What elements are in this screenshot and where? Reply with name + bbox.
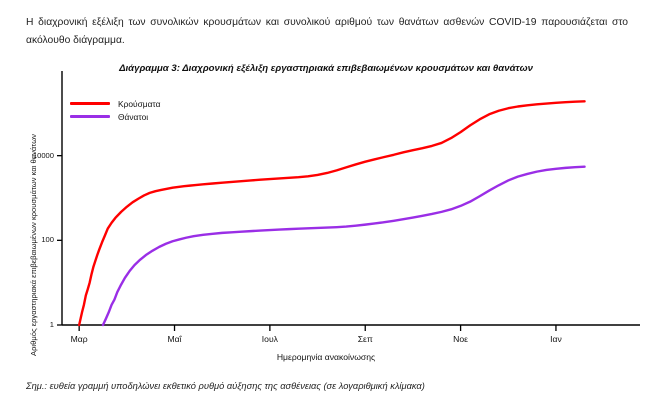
x-tick-label: Μαρ (70, 334, 88, 344)
legend-label: Θάνατοι (118, 111, 149, 122)
x-tick-label: Ιουλ (261, 334, 278, 344)
chart-title: Διάγραμμα 3: Διαχρονική εξέλιξη εργαστηρ… (119, 63, 533, 74)
series-line (77, 100, 586, 327)
legend-item[interactable]: Θάνατοι (70, 110, 160, 123)
legend-label: Κρούσματα (118, 98, 161, 109)
legend-item[interactable]: Κρούσματα (70, 97, 160, 110)
x-tick-label: Σεπ (357, 334, 373, 344)
y-tick-label: 10000 (32, 150, 54, 160)
x-tick-label: Μαΐ (167, 334, 182, 344)
plot-area: Αριθμός εργαστηριακά επιβεβαιωμένων κρου… (0, 55, 652, 375)
series-line (101, 165, 586, 327)
x-axis-title: Ημερομηνία ανακοίνωσης (276, 352, 376, 362)
x-tick-label: Ιαν (550, 334, 562, 344)
chart-legend: Κρούσματα Θάνατοι (70, 97, 160, 123)
footnote: Σημ.: ευθεία γραμμή υποδηλώνει εκθετικό … (26, 381, 425, 391)
intro-paragraph: Η διαχρονική εξέλιξη των συνολικών κρουσ… (26, 17, 628, 46)
legend-swatch-icon (70, 102, 110, 105)
chart-svg (57, 71, 640, 331)
legend-swatch-icon (70, 115, 110, 118)
figure-container: Διάγραμμα 3: Διαχρονική εξέλιξη εργαστηρ… (0, 55, 652, 375)
x-tick-marks (78, 325, 557, 331)
y-tick-label: 1 (49, 320, 54, 329)
y-tick-marks (57, 155, 62, 326)
x-tick-label: Νοε (453, 334, 468, 344)
series-lines (77, 100, 586, 327)
y-tick-label: 100 (41, 235, 54, 245)
